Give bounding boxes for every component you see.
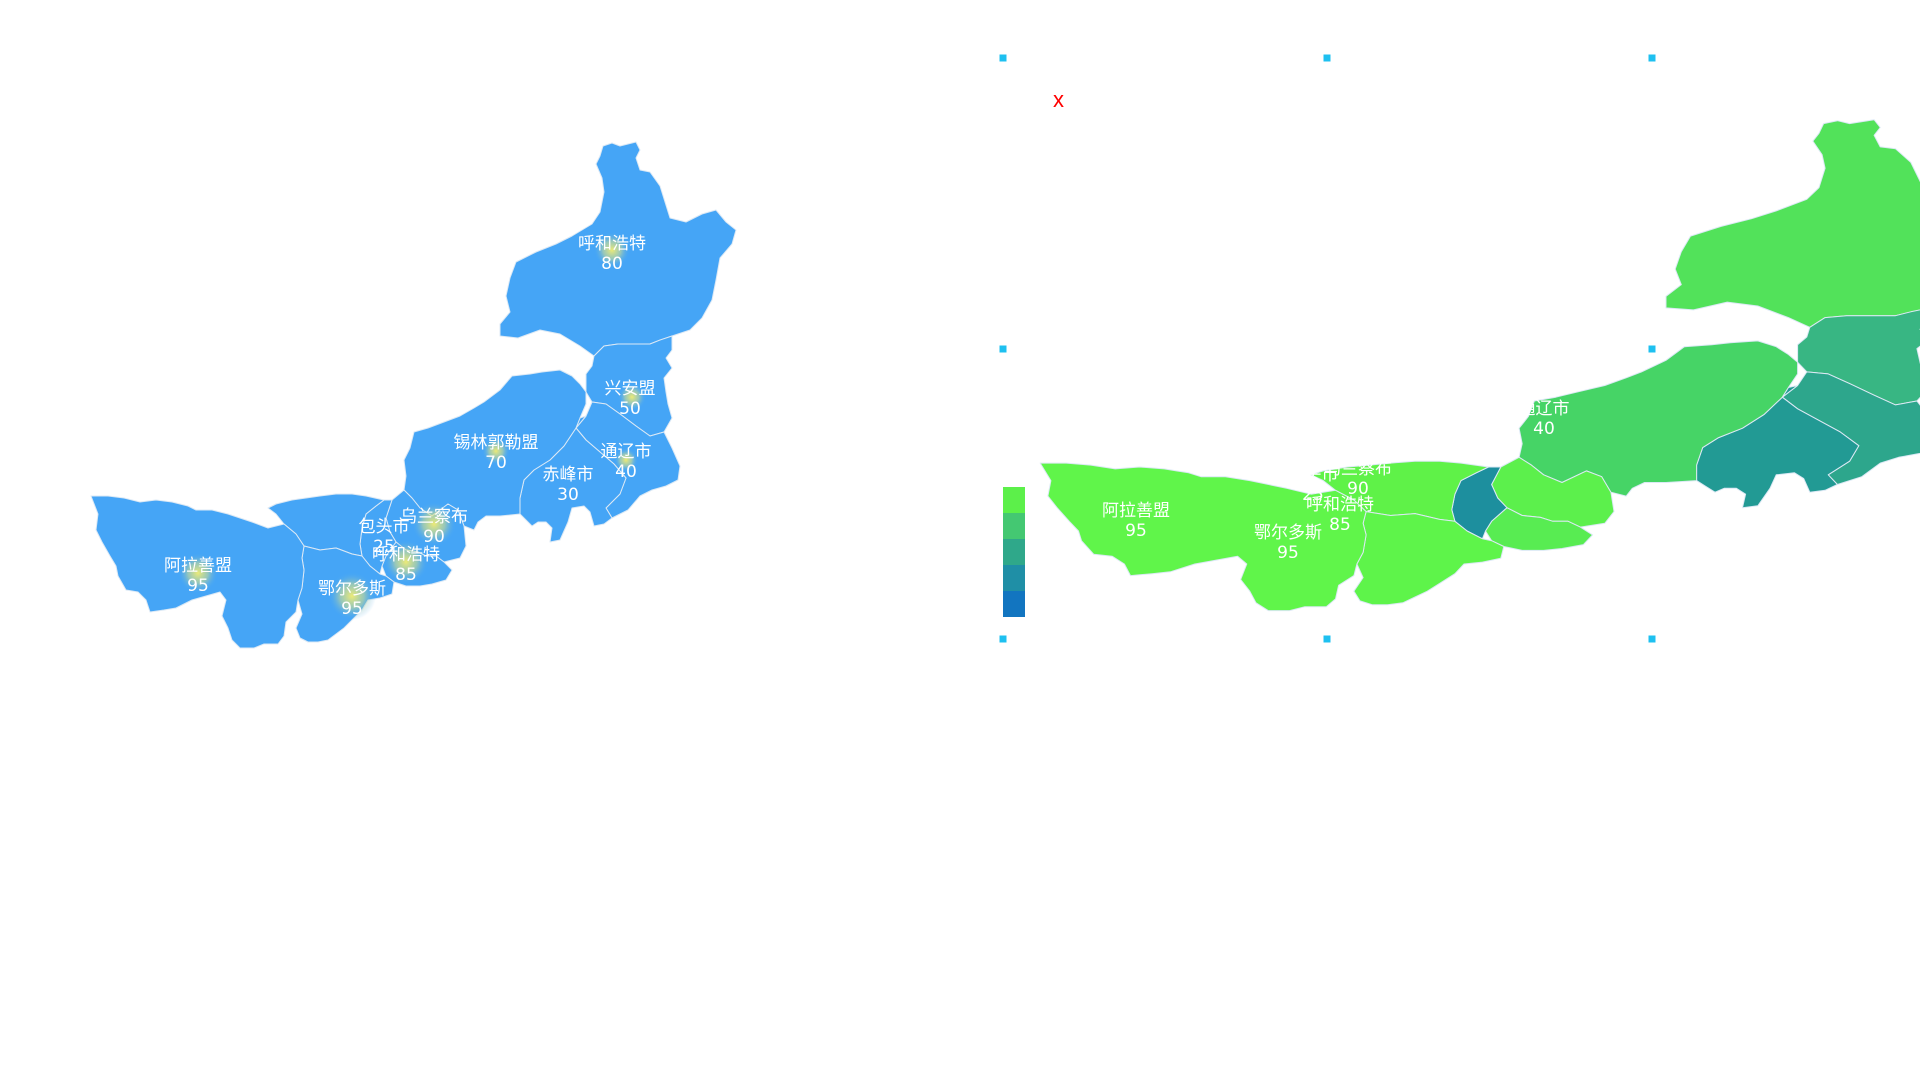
right-label-value-chifeng: 30 [1479,439,1501,459]
effect-scatter-point [594,232,630,268]
visual-map-piece[interactable] [1003,487,1025,513]
resize-handles[interactable] [999,54,1656,643]
right-label-value-ordos: 95 [1277,543,1299,563]
left-label-name-hulunbuir: 呼和浩特 [578,234,646,254]
left-label-value-tongliao: 40 [615,462,637,482]
visual-map-legend[interactable] [1003,487,1025,617]
right-region-hohhot[interactable] [1485,507,1594,551]
resize-handle[interactable] [1323,54,1331,62]
effect-scatter-point [328,572,376,620]
right-label-value-xingan: 50 [1540,360,1562,380]
right-label-name-hohhot: 呼和浩特 [1306,495,1374,515]
resize-handle[interactable] [1648,345,1656,353]
left-label-name-ulanqab: 乌兰察布 [400,507,468,527]
left-choropleth-map: 呼和浩特80兴安盟50通辽市40赤峰市30锡林郭勒盟70乌兰察布90呼和浩特85… [90,141,737,649]
right-label-name-ulanqab: 乌兰察布 [1324,459,1392,479]
left-label-value-xingan: 50 [619,399,641,419]
resize-handle[interactable] [1648,54,1656,62]
effect-scatter-point [614,448,638,472]
left-label-name-tongliao: 通辽市 [601,442,652,462]
right-label-value-hulunbuir: 80 [1523,227,1545,247]
right-label-value-tongliao: 40 [1533,419,1555,439]
effect-scatter-point [178,553,218,593]
right-region-hulunbuir[interactable] [1665,119,1920,328]
left-label-value-ulanqab: 90 [423,527,445,547]
right-label-name-tongliao: 通辽市 [1519,399,1570,419]
left-label-name-alxa: 阿拉善盟 [164,556,232,576]
left-label-value-chifeng: 30 [557,485,579,505]
left-label-name-xilingol: 锡林郭勒盟 [454,433,539,453]
right-label-value-alxa: 95 [1125,521,1147,541]
effect-scatter-point [384,540,428,584]
effect-scatter-point [482,437,510,465]
right-label-value-xilingol: 70 [1407,409,1429,429]
right-region-xingan[interactable] [1797,308,1920,406]
left-label-name-ordos: 鄂尔多斯 [318,579,386,599]
right-label-value-baotou: 25 [1302,485,1324,505]
visual-map-piece[interactable] [1003,565,1025,591]
effect-scatter-point [618,383,646,411]
left-label-value-xilingol: 70 [485,453,507,473]
left-label-name-hohhot: 呼和浩特 [372,545,440,565]
right-label-name-baotou: 包头市 [1288,465,1339,485]
left-label-name-xingan: 兴安盟 [605,379,656,399]
right-region-xilingol[interactable] [1518,340,1799,497]
right-label-name-ordos: 鄂尔多斯 [1254,523,1322,543]
right-label-name-alxa: 阿拉善盟 [1102,501,1170,521]
right-region-ordos[interactable] [1353,511,1505,606]
effect-scatter-point [412,502,456,546]
left-label-value-hohhot: 85 [395,565,417,585]
resize-handle[interactable] [1323,635,1331,643]
close-icon[interactable]: x [1053,87,1064,112]
right-label-name-xilingol: 锡林郭勒盟 [1376,389,1461,409]
left-label-name-baotou: 包头市 [359,517,410,537]
resize-handle[interactable] [1648,635,1656,643]
visual-map-piece[interactable] [1003,591,1025,617]
resize-handle[interactable] [999,54,1007,62]
left-label-value-hulunbuir: 80 [601,254,623,274]
right-label-value-hohhot: 85 [1329,515,1351,535]
left-label-name-chifeng: 赤峰市 [543,465,594,485]
right-label-value-ulanqab: 90 [1347,479,1369,499]
resize-handle[interactable] [999,635,1007,643]
resize-handle[interactable] [999,345,1007,353]
right-label-name-chifeng: 赤峰市 [1465,419,1516,439]
left-label-value-alxa: 95 [187,576,209,596]
right-chart-selection: x [999,54,1656,643]
right-region-alxa[interactable] [1039,462,1367,612]
left-label-value-baotou: 25 [373,537,395,557]
right-label-name-hulunbuir: 呼和浩特 [1500,207,1568,227]
visual-map-piece[interactable] [1003,539,1025,565]
left-label-value-ordos: 95 [341,599,363,619]
right-choropleth-map: 呼和浩特80兴安盟50通辽市40赤峰市30锡林郭勒盟70乌兰察布90呼和浩特85… [1039,119,1920,612]
visual-map-piece[interactable] [1003,513,1025,539]
right-label-name-xingan: 兴安盟 [1526,340,1577,360]
